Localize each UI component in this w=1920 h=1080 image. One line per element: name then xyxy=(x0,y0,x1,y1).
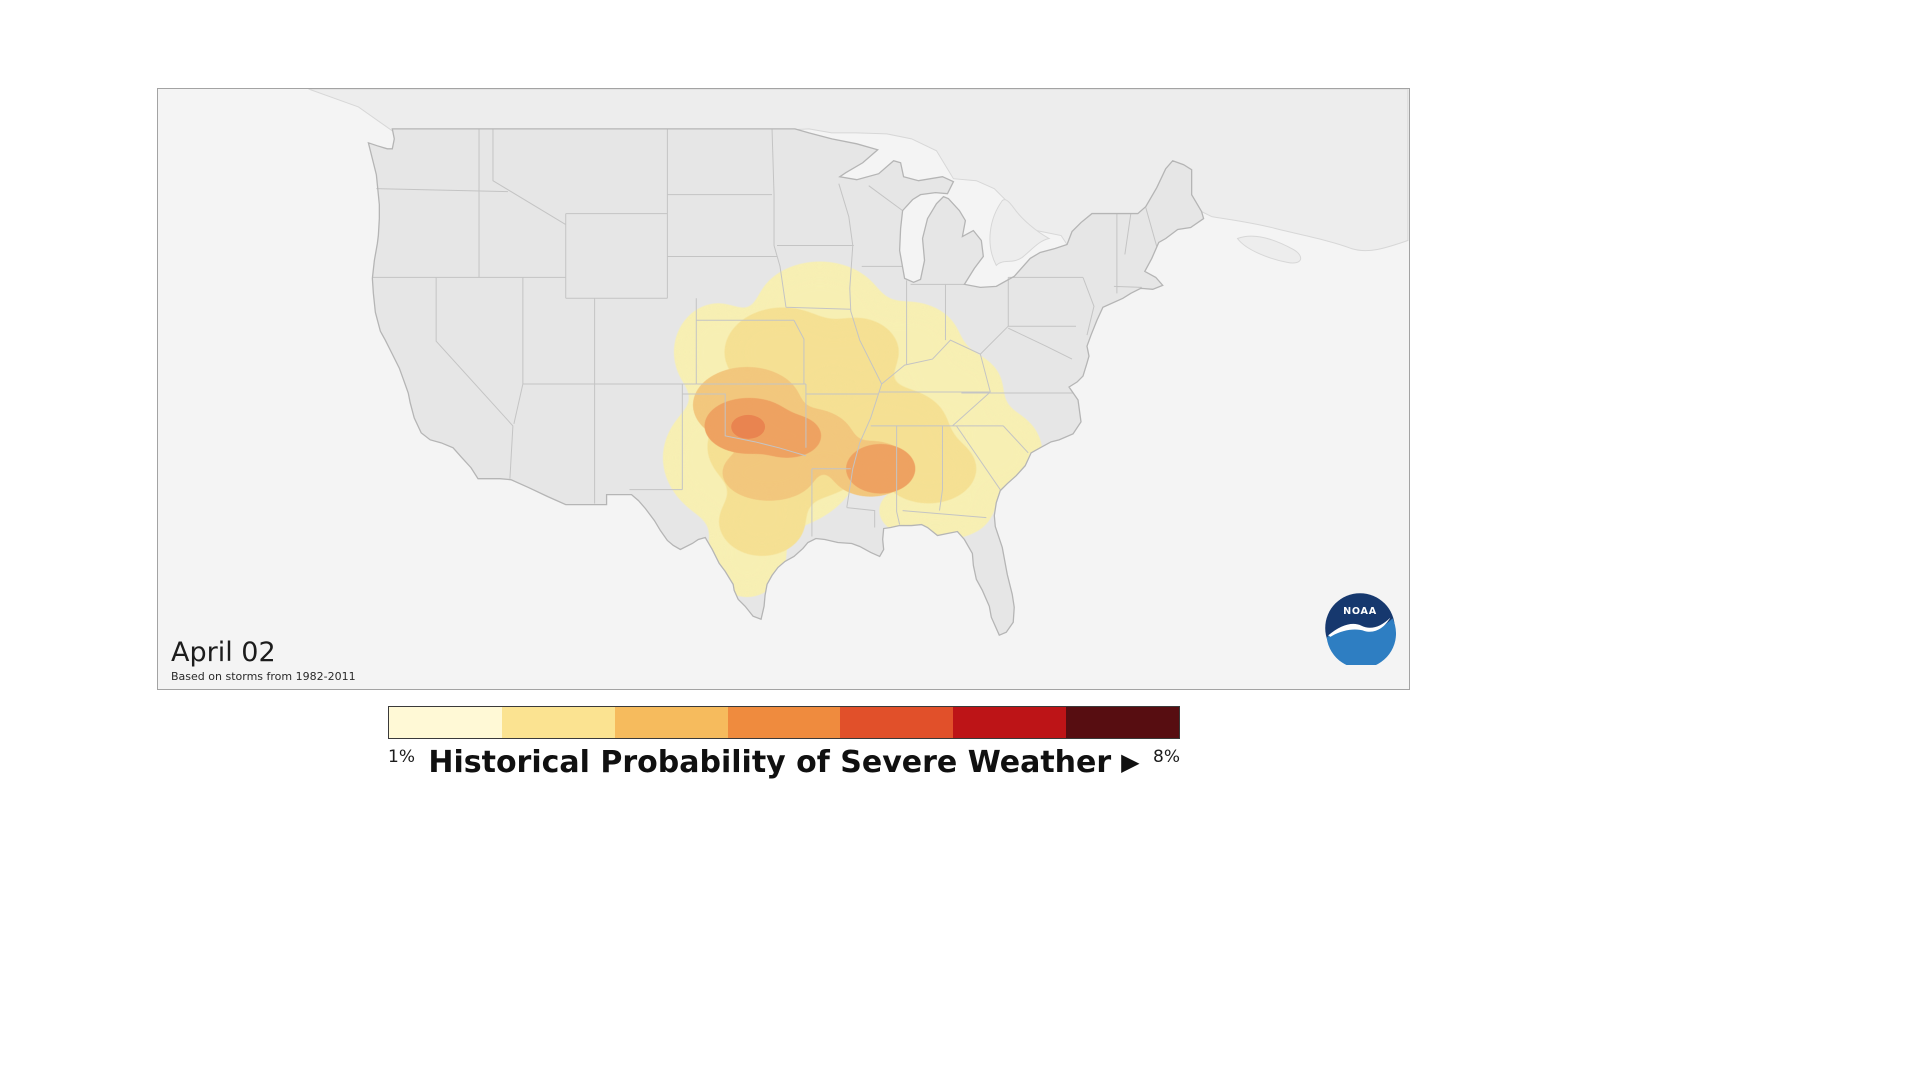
colorbar-step-7 xyxy=(1066,707,1180,738)
us-probability-map xyxy=(308,89,1409,636)
legend-min-label: 1% xyxy=(388,747,415,767)
noaa-logo-text: NOAA xyxy=(1343,606,1377,617)
colorbar-step-1 xyxy=(389,707,502,738)
play-arrow-icon: ▶ xyxy=(1121,748,1140,776)
seagull-icon xyxy=(1328,617,1391,637)
source-note: Based on storms from 1982-2011 xyxy=(171,669,356,683)
legend-max-label: 8% xyxy=(1153,747,1180,767)
date-block: April 02 Based on storms from 1982-2011 xyxy=(171,638,356,683)
colorbar-step-6 xyxy=(953,707,1067,738)
state-borders xyxy=(372,128,1158,537)
legend: 1% Historical Probability of Severe Weat… xyxy=(388,706,1180,789)
contour-level-4 xyxy=(703,397,917,494)
map-panel: April 02 Based on storms from 1982-2011 … xyxy=(157,88,1410,690)
colorbar-step-3 xyxy=(614,707,728,738)
nova-scotia xyxy=(1236,235,1302,264)
colorbar-step-2 xyxy=(501,707,615,738)
noaa-logo: NOAA xyxy=(1325,593,1396,665)
legend-title-text: Historical Probability of Severe Weather xyxy=(428,745,1112,780)
contour-level-5 xyxy=(731,414,766,439)
legend-title: Historical Probability of Severe Weather… xyxy=(388,745,1180,780)
colorbar-step-4 xyxy=(727,707,841,738)
probability-colorbar xyxy=(388,706,1180,739)
colorbar-step-5 xyxy=(840,707,954,738)
ontario-peninsula xyxy=(989,199,1051,267)
legend-caption: 1% Historical Probability of Severe Weat… xyxy=(388,743,1180,789)
date-label: April 02 xyxy=(171,637,276,669)
